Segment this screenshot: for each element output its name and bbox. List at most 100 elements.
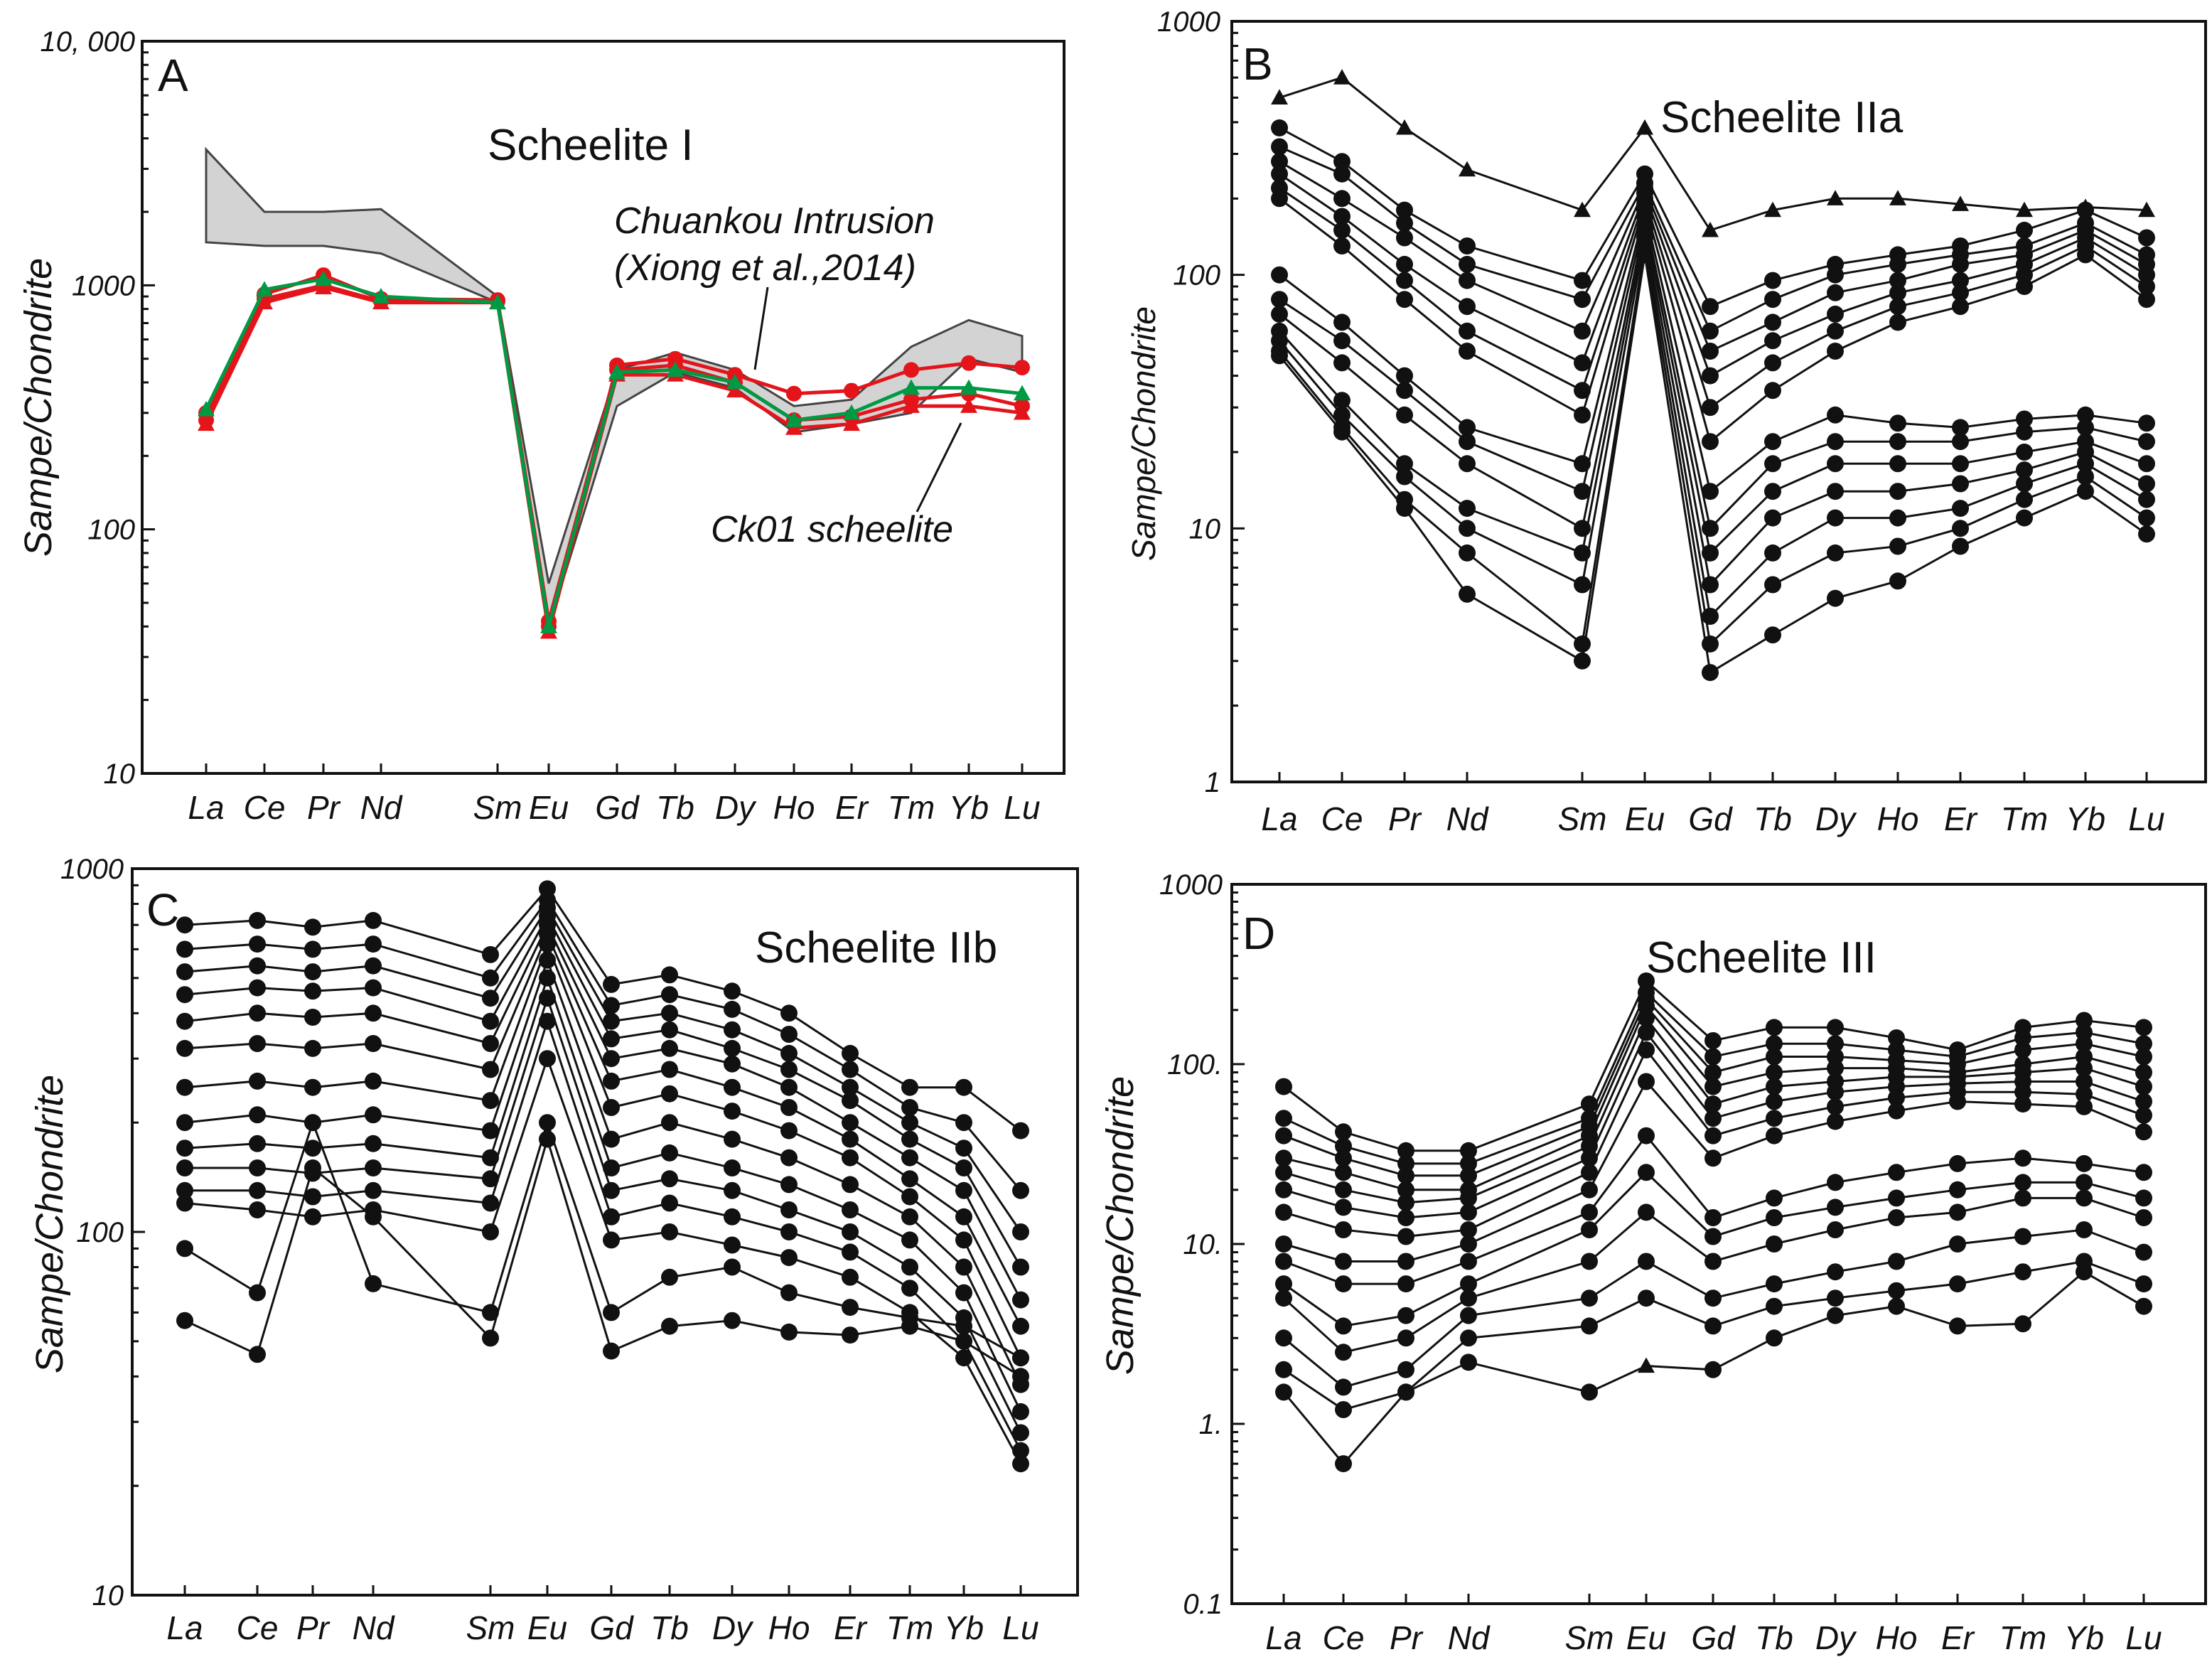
panel-a-letter: A: [158, 50, 188, 101]
panel-b-point: [1459, 161, 1476, 177]
panel-b-point: [2016, 490, 2033, 508]
panel-b-point: [1459, 419, 1476, 436]
panel-b-point: [1574, 382, 1591, 399]
panel-d-point: [1766, 1275, 1783, 1293]
panel-c-series-line: [184, 922, 1022, 1301]
panel-b-point: [1271, 305, 1288, 323]
panel-d-point: [1275, 1361, 1292, 1378]
panel-a-xtick-label-yb: Yb: [949, 789, 989, 826]
panel-a-series-line: [204, 273, 1023, 622]
panel-d-point: [1397, 1253, 1414, 1270]
panel-b-point: [1827, 322, 1844, 340]
panel-a-point: [960, 397, 977, 413]
panel-b-ylabel: Sampe/Chondrite: [1125, 306, 1162, 561]
panel-c-point: [539, 1130, 556, 1148]
panel-b-point: [1827, 483, 1844, 500]
panel-b-point: [2077, 419, 2094, 436]
panel-c-point: [901, 1231, 918, 1249]
panel-d-point: [1704, 1078, 1722, 1095]
panel-d-point: [1397, 1142, 1414, 1159]
panel-d-point: [1827, 1174, 1844, 1191]
panel-d-point: [1888, 1297, 1905, 1315]
panel-d-xtick-label-sm: Sm: [1565, 1619, 1614, 1656]
panel-b-point: [1333, 313, 1351, 331]
panel-d-point: [1275, 1329, 1292, 1347]
panel-b-series-line: [1278, 237, 2147, 619]
panel-b-point: [1271, 89, 1288, 104]
panel-a-point: [786, 385, 802, 402]
panel-c-xtick-label-nd: Nd: [353, 1609, 395, 1646]
panel-d-point: [1827, 1263, 1844, 1281]
panel-c-point: [482, 1329, 499, 1347]
panel-d-point: [2014, 1029, 2031, 1046]
panel-c-point: [724, 1130, 741, 1148]
panel-d-point: [2076, 1154, 2093, 1172]
panel-d-point: [2135, 1019, 2152, 1036]
panel-b-point: [2138, 291, 2155, 309]
panel-c-point: [780, 1176, 798, 1194]
panel-b-point: [1396, 272, 1413, 289]
panel-d-point: [1460, 1142, 1477, 1159]
panel-c-point: [176, 986, 193, 1004]
panel-b-point: [2016, 475, 2033, 493]
panel-c-xtick-label-gd: Gd: [589, 1609, 634, 1646]
panel-c-point: [780, 1223, 798, 1240]
panel-b-point: [1459, 272, 1476, 289]
panel-c-series-line: [184, 898, 1022, 1191]
panel-c-series-12: [176, 1050, 1029, 1473]
panel-d-point: [2076, 1012, 2093, 1029]
panel-d-point: [1827, 1098, 1844, 1115]
panel-b-series-12: [1271, 229, 2155, 625]
panel-b-point: [1827, 589, 1844, 607]
panel-b-point: [1333, 221, 1351, 239]
panel-d-point: [2076, 1174, 2093, 1191]
panel-b-series-line: [1279, 127, 2147, 309]
panel-b-series-line: [1279, 222, 2147, 555]
panel-d-point: [2014, 1228, 2031, 1245]
panel-c-point: [603, 975, 620, 993]
panel-c-ytick-label: 10: [92, 1580, 124, 1612]
panel-c-xtick-label-eu: Eu: [527, 1609, 567, 1646]
panel-c-point: [661, 1223, 678, 1240]
panel-c-point: [901, 1170, 918, 1188]
panel-c-point: [661, 1021, 678, 1039]
panel-c-point: [955, 1317, 972, 1335]
panel-b-ytick-label: 1: [1205, 767, 1220, 798]
panel-b-point: [1459, 585, 1476, 603]
panel-c-point: [249, 1004, 266, 1022]
panel-d-point: [1460, 1189, 1477, 1207]
panel-b-point: [1333, 237, 1351, 254]
panel-a-xtick-label-sm: Sm: [473, 789, 522, 826]
panel-b-point: [1459, 544, 1476, 562]
panel-d-point: [1704, 1063, 1722, 1081]
panel-d-xtick-label-yb: Yb: [2064, 1619, 2104, 1656]
panel-d-xtick-label-ce: Ce: [1323, 1619, 1365, 1656]
panel-d-point: [2014, 1174, 2031, 1191]
panel-d-point: [1827, 1198, 1844, 1216]
panel-c-series-9: [176, 969, 1029, 1420]
panel-c-point: [365, 1035, 382, 1052]
panel-b-point: [1459, 433, 1476, 451]
panel-b-point: [2077, 483, 2094, 500]
panel-b-ytick-label: 100: [1173, 260, 1220, 291]
panel-b-point: [1459, 455, 1476, 473]
panel-b-point: [2138, 455, 2155, 473]
panel-d-point: [1581, 1181, 1598, 1198]
panel-c-point: [901, 1208, 918, 1226]
panel-d-point: [1335, 1455, 1352, 1473]
panel-d-ytick-label: 10.: [1183, 1229, 1223, 1260]
panel-d-point: [1397, 1329, 1414, 1347]
panel-d-point: [1581, 1164, 1598, 1181]
panel-d-point: [1638, 1073, 1655, 1090]
panel-c-series-line: [184, 1119, 1021, 1359]
panel-c-point: [603, 1208, 620, 1226]
panel-d-point: [1827, 1083, 1844, 1101]
panel-b-point: [2016, 444, 2033, 461]
panel-c-point: [603, 1030, 620, 1048]
panel-c-point: [842, 1223, 859, 1240]
panel-c-point: [482, 1304, 499, 1321]
panel-d-xtick-label-tm: Tm: [1999, 1619, 2046, 1656]
panel-d-series-11: [1275, 1189, 2152, 1361]
panel-b-point: [2138, 229, 2155, 247]
panel-a-xtick-label-eu: Eu: [529, 789, 569, 826]
